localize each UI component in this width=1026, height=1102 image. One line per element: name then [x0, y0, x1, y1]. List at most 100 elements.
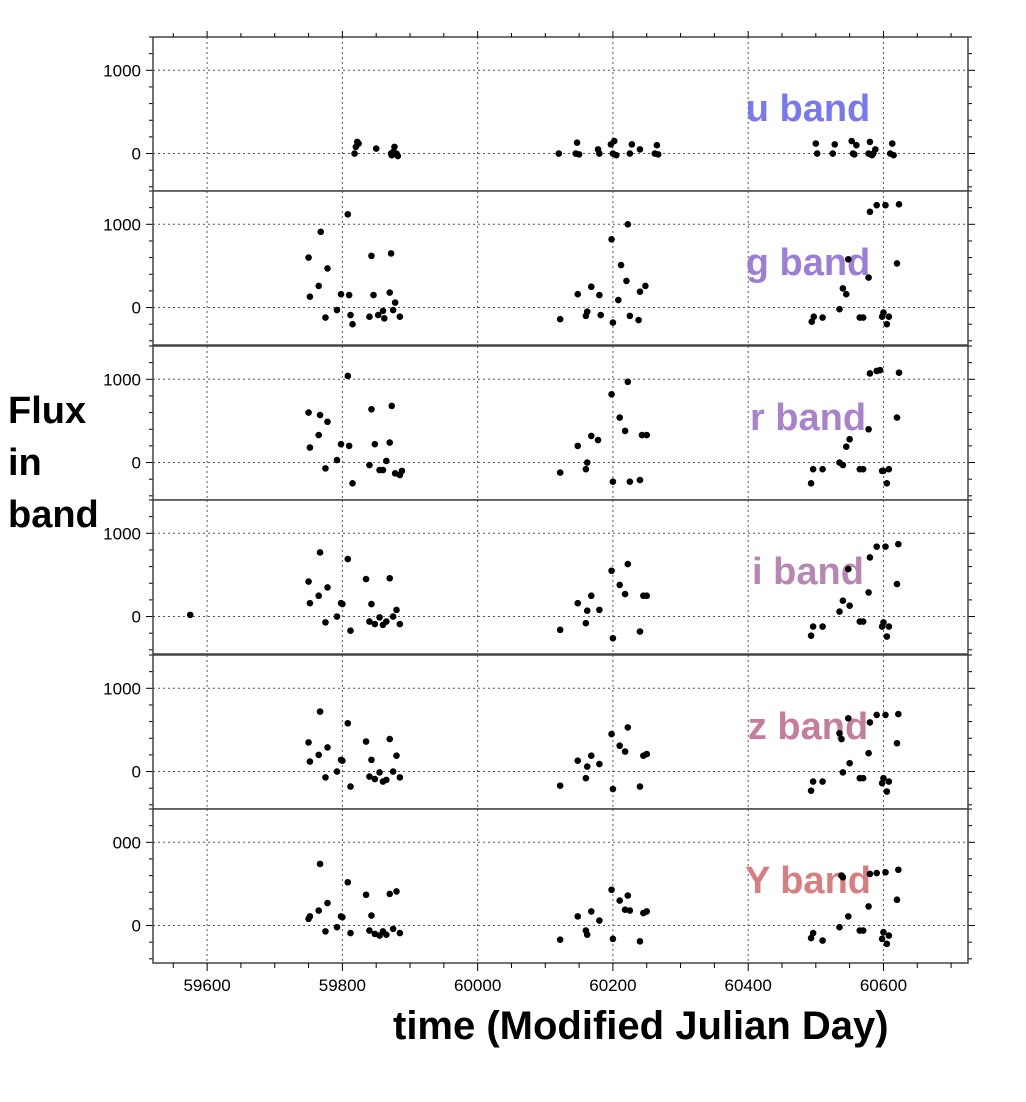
data-point [893, 580, 901, 588]
data-point [582, 774, 590, 782]
x-tick-label: 60400 [725, 976, 772, 995]
data-point [838, 735, 845, 743]
data-point [809, 465, 817, 473]
data-point [383, 931, 390, 938]
data-point [809, 929, 817, 937]
data-point [866, 554, 874, 561]
data-point [583, 607, 591, 615]
data-point [368, 912, 375, 919]
data-point [609, 319, 617, 326]
data-point [339, 757, 346, 765]
data-point [885, 465, 893, 473]
data-point [807, 787, 815, 794]
data-point [596, 606, 603, 614]
data-point [582, 619, 590, 627]
data-point [386, 574, 394, 582]
data-point [636, 288, 644, 296]
y-axis-label-line-1: Flux [8, 390, 87, 432]
data-point [807, 934, 815, 942]
y-tick-label: 000 [113, 833, 141, 852]
data-point [305, 578, 312, 585]
data-point [616, 742, 623, 750]
data-point [636, 476, 644, 484]
x-tick-label: 60000 [454, 976, 501, 995]
data-point [381, 315, 388, 322]
data-point [643, 750, 651, 758]
data-point [391, 299, 399, 306]
data-point [587, 908, 595, 915]
data-point [368, 252, 375, 260]
data-point [616, 414, 623, 421]
data-point [376, 614, 383, 621]
data-point [882, 201, 889, 209]
data-point [583, 763, 591, 770]
data-point [873, 711, 880, 719]
data-point [609, 478, 617, 485]
data-point [582, 465, 590, 473]
data-point [362, 891, 370, 899]
panel-band-label: i band [752, 551, 864, 593]
data-point [347, 783, 354, 790]
data-point [383, 618, 390, 625]
data-point [626, 907, 634, 914]
data-point [344, 719, 352, 727]
data-point [574, 599, 582, 607]
data-point [813, 150, 821, 157]
data-point [851, 151, 858, 158]
data-point [370, 291, 377, 299]
data-point [876, 366, 884, 374]
y-tick-label: 1000 [103, 370, 141, 389]
data-point [316, 549, 324, 556]
data-point [819, 623, 826, 630]
data-point [366, 618, 373, 625]
data-point [379, 466, 387, 474]
data-point [635, 316, 642, 324]
panel-frame [152, 190, 969, 346]
data-point [893, 414, 901, 421]
data-point [839, 597, 847, 605]
data-point [866, 138, 874, 146]
data-point [389, 768, 397, 775]
data-point [306, 293, 314, 301]
data-point [624, 724, 632, 731]
data-point [859, 618, 867, 625]
data-point [865, 903, 872, 910]
y-tick-label: 0 [132, 299, 141, 318]
data-point [808, 318, 816, 325]
data-point [306, 599, 314, 607]
y-axis-label-line-2: in [8, 442, 42, 484]
data-point [366, 773, 373, 780]
data-point [865, 589, 872, 596]
data-point [306, 913, 314, 920]
data-point [621, 748, 629, 755]
data-point [819, 937, 826, 944]
data-point [316, 411, 324, 419]
data-point [895, 710, 902, 718]
data-point [305, 739, 312, 746]
data-point [366, 927, 373, 934]
data-point [333, 456, 341, 464]
data-point [608, 730, 615, 738]
data-point [846, 435, 853, 443]
data-point [587, 752, 595, 760]
data-point [807, 480, 815, 487]
data-point [344, 211, 352, 218]
data-point [396, 313, 404, 320]
data-point [866, 870, 874, 878]
data-point [836, 305, 843, 313]
data-point [608, 235, 615, 243]
data-point [306, 758, 314, 765]
data-point [349, 320, 356, 328]
data-point [324, 265, 331, 272]
panel-frame [152, 808, 969, 964]
data-point [574, 757, 582, 765]
panel-band-label: z band [748, 706, 868, 748]
data-point [315, 751, 323, 759]
data-point [383, 457, 390, 465]
data-point [866, 208, 874, 216]
data-point [883, 633, 891, 640]
data-point [895, 369, 903, 376]
data-point [333, 923, 341, 931]
data-point [880, 619, 887, 626]
data-point [642, 282, 649, 290]
